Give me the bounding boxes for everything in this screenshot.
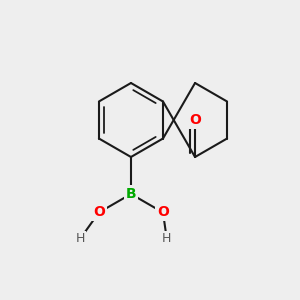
- Text: H: H: [76, 232, 85, 245]
- Text: O: O: [157, 206, 169, 220]
- Text: O: O: [93, 206, 105, 220]
- Text: H: H: [162, 232, 171, 245]
- Text: B: B: [126, 187, 136, 201]
- Text: O: O: [189, 113, 201, 127]
